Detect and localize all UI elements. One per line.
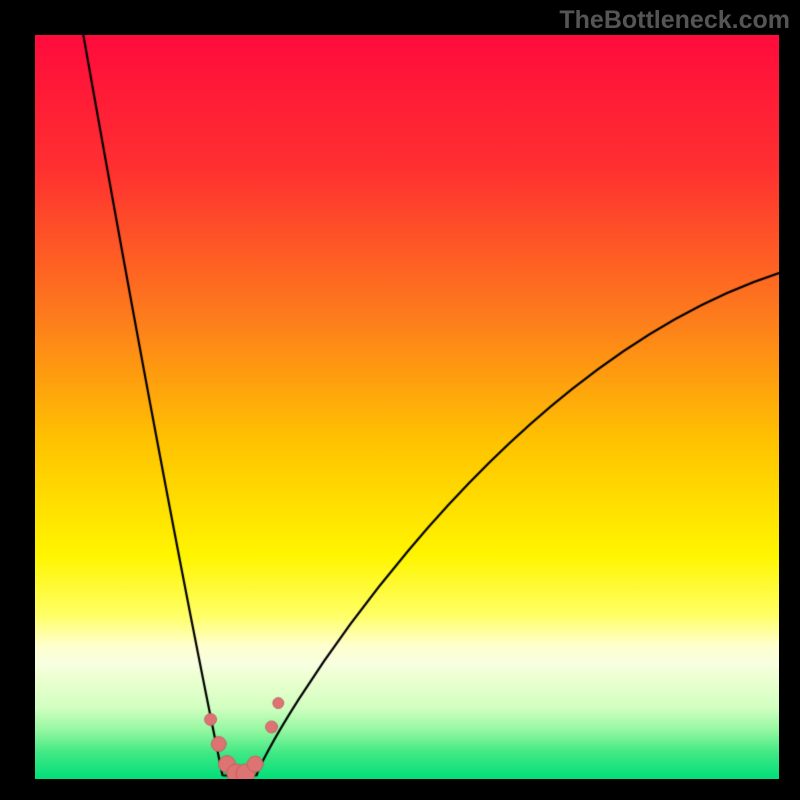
figure-root: TheBottleneck.com xyxy=(0,0,800,800)
v-curve-canvas xyxy=(35,35,779,779)
plot-area xyxy=(35,35,779,779)
watermark-text: TheBottleneck.com xyxy=(559,6,790,35)
